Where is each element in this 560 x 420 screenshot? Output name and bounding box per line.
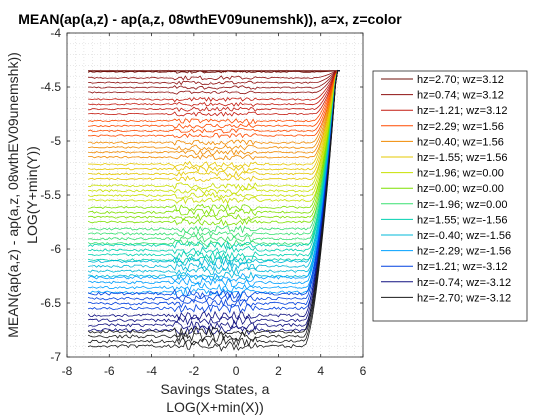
x-tick-label: -6 — [104, 364, 115, 378]
x-tick-label: 2 — [275, 364, 282, 378]
series-line — [87, 70, 340, 348]
series-line — [88, 70, 340, 151]
series-line — [87, 70, 340, 265]
series-lines — [87, 70, 340, 352]
legend-label: hz=-2.70; wz=-3.12 — [417, 292, 511, 304]
y-axis-label-line-2: LOG(Y+min(Y)) — [24, 146, 40, 244]
series-line — [87, 70, 340, 222]
legend-label: hz=-1.21; wz=3.12 — [417, 105, 508, 117]
series-line — [88, 70, 340, 205]
series-line — [88, 70, 340, 190]
x-tick-label: 0 — [233, 364, 240, 378]
legend-label: hz=1.55; wz=-1.56 — [417, 214, 508, 226]
x-axis-label-line-2: LOG(X+min(X)) — [166, 399, 264, 415]
y-tick-label: -6.5 — [40, 296, 61, 310]
series-line — [87, 70, 340, 250]
series-line — [88, 70, 340, 195]
x-tick-label: -8 — [62, 364, 73, 378]
legend-label: hz=-1.96; wz=0.00 — [417, 199, 508, 211]
series-line — [88, 70, 340, 292]
legend: hz=2.70; wz=3.12 hz=0.74; wz=3.12 hz=-1.21… — [372, 70, 528, 322]
series-line — [87, 70, 340, 299]
series-line — [88, 70, 340, 103]
series-line — [88, 70, 340, 81]
legend-label: hz=0.74; wz=3.12 — [417, 90, 504, 102]
x-tick-label: -2 — [189, 364, 200, 378]
series-line — [88, 70, 340, 156]
legend-label: hz=-0.74; wz=-3.12 — [417, 277, 511, 289]
x-axis-label-line-1: Savings States, a — [161, 381, 270, 397]
y-axis-label-line-1: MEAN(ap(a,z) - ap(a,z, 08wthEV09unemshk)… — [5, 52, 21, 338]
legend-label: hz=0.40; wz=1.56 — [417, 136, 504, 148]
series-line — [88, 70, 340, 90]
plot-area: -8 -6 -4 -2 0 2 4 6 -7 -6.5 -6 -5.5 -5 -4.5 -4 — [40, 26, 366, 378]
series-line — [87, 70, 340, 125]
series-line — [88, 70, 340, 336]
series-line — [87, 70, 340, 107]
y-axis-label: MEAN(ap(a,z) - ap(a,z, 08wthEV09unemshk)… — [5, 52, 40, 338]
series-line — [88, 70, 340, 243]
series-line — [88, 70, 340, 298]
x-tick-label: -4 — [146, 364, 157, 378]
legend-label: hz=0.00; wz=0.00 — [417, 183, 504, 195]
series-line — [87, 70, 340, 322]
legend-label: hz=1.21; wz=-3.12 — [417, 261, 508, 273]
series-line — [88, 70, 340, 212]
x-tick-label: 6 — [360, 364, 367, 378]
legend-label: hz=1.96; wz=0.00 — [417, 168, 504, 180]
legend-label: hz=-2.29; wz=-1.56 — [417, 246, 511, 258]
y-tick-label: -5.5 — [40, 188, 61, 202]
series-line — [87, 70, 340, 239]
series-line — [87, 70, 340, 276]
series-line — [88, 70, 340, 288]
y-tick-label: -4 — [50, 26, 61, 40]
series-line — [87, 70, 340, 255]
x-axis-label: Savings States, a LOG(X+min(X)) — [161, 381, 270, 415]
series-line — [88, 70, 340, 113]
series-line — [88, 70, 340, 281]
legend-label: hz=-0.40; wz=-1.56 — [417, 230, 511, 242]
series-line — [88, 70, 340, 178]
series-line — [88, 70, 340, 86]
series-line — [87, 70, 340, 182]
series-line — [87, 70, 340, 342]
series-line — [87, 70, 340, 217]
y-tick-label: -7 — [50, 350, 61, 364]
series-line — [88, 70, 340, 309]
x-tick-label: 4 — [317, 364, 324, 378]
series-line — [88, 70, 340, 267]
series-line — [87, 70, 340, 304]
series-line — [87, 70, 340, 314]
y-tick-label: -5 — [50, 134, 61, 148]
y-tick-label: -6 — [50, 242, 61, 256]
series-line — [88, 70, 340, 168]
series-line — [88, 70, 340, 146]
legend-label: hz=2.29; wz=1.56 — [417, 121, 504, 133]
series-line — [87, 70, 340, 283]
legend-box — [372, 70, 528, 322]
series-line — [87, 70, 340, 248]
chart-title: MEAN(ap(a,z) - ap(a,z, 08wthEV09unemshk)… — [18, 11, 402, 27]
series-line — [87, 70, 340, 173]
legend-items: hz=2.70; wz=3.12 hz=0.74; wz=3.12 hz=-1.21… — [381, 74, 511, 304]
series-line — [88, 70, 340, 95]
series-line — [88, 70, 340, 117]
series-line — [87, 70, 340, 326]
y-tick-label: -4.5 — [40, 80, 61, 94]
legend-label: hz=2.70; wz=3.12 — [417, 74, 504, 86]
series-line — [87, 70, 340, 134]
legend-label: hz=-1.55; wz=1.56 — [417, 152, 508, 164]
series-line — [87, 70, 340, 271]
series-line — [88, 70, 340, 129]
series-line — [88, 70, 340, 260]
series-line — [88, 70, 340, 161]
series-line — [88, 70, 340, 139]
axis-ticks: -8 -6 -4 -2 0 2 4 6 -7 -6.5 -6 -5.5 -5 -4.5 -4 — [40, 26, 366, 378]
series-line — [87, 70, 340, 200]
series-line — [88, 70, 340, 234]
series-line — [87, 70, 340, 352]
series-line — [87, 70, 340, 337]
series-line — [87, 70, 340, 227]
